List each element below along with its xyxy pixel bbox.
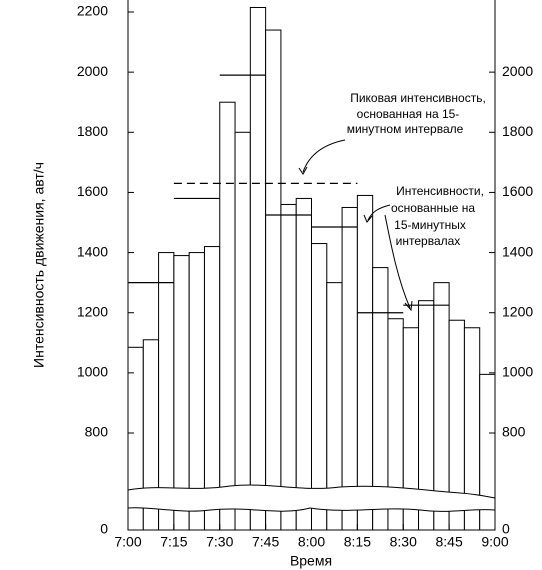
bar (219, 101, 236, 531)
x-tick-label: 8:15 (344, 534, 371, 550)
annotation: Пиковая интенсивность, основанная на 15-… (347, 91, 486, 248)
annotation-line: минутном интервале (347, 122, 464, 136)
annotation-arrows (298, 139, 413, 312)
bar (311, 243, 328, 531)
x-axis-label: Время (290, 553, 332, 569)
axis-break (127, 484, 496, 512)
arrow (367, 204, 391, 221)
annotation-line: 15-минутных (394, 218, 466, 232)
bar (295, 197, 313, 531)
y2-tick-label: 1400 (502, 243, 533, 259)
arrow (302, 139, 346, 173)
x-tick-label: 9:00 (481, 534, 508, 550)
arrow (384, 214, 411, 309)
y-tick-label: 1800 (77, 123, 108, 139)
x-tick-label: 7:15 (160, 534, 187, 550)
x-tick-label: 8:45 (436, 534, 463, 550)
y-tick-label: 800 (85, 424, 109, 440)
bar (341, 206, 358, 531)
bar (265, 29, 282, 531)
plot-marks (127, 6, 496, 531)
y-tick-label: 1600 (77, 183, 108, 199)
y2-tick-label: 1800 (502, 123, 533, 139)
bar (234, 131, 251, 531)
annotation-line: основанные на (391, 201, 475, 215)
y2-tick-label: 2000 (502, 63, 533, 79)
y2-tick-label: 0 (502, 521, 510, 537)
x-tick-label: 7:00 (114, 534, 141, 550)
y-tick-label: 1000 (77, 364, 108, 380)
y-tick-label: 2000 (77, 63, 108, 79)
arrowhead (298, 166, 308, 175)
annotation-line: Интенсивности, (396, 184, 484, 198)
bar (280, 203, 297, 531)
annotation-line: Пиковая интенсивность, (350, 91, 486, 105)
x-tick-label: 7:30 (206, 534, 233, 550)
bar (249, 6, 267, 531)
break-line (127, 507, 496, 512)
annotation-line: основанная на 15- (357, 107, 460, 121)
arrowhead (404, 300, 413, 312)
x-tick-label: 8:30 (390, 534, 417, 550)
y-tick-label: 2200 (77, 3, 108, 19)
y-axis-label: Интенсивность движения, авт/ч (31, 162, 47, 368)
arrowhead (363, 214, 373, 223)
x-tick-label: 8:00 (298, 534, 325, 550)
y2-tick-label: 1000 (502, 364, 533, 380)
break-band (128, 485, 495, 512)
y-tick-label: 0 (100, 521, 108, 537)
bar (356, 194, 374, 531)
annotation-line: интервалах (396, 234, 461, 248)
y2-tick-label: 1200 (502, 303, 533, 319)
x-tick-label: 7:45 (252, 534, 279, 550)
y2-tick-label: 800 (502, 424, 526, 440)
y2-tick-label: 1600 (502, 183, 533, 199)
y-tick-label: 1200 (77, 303, 108, 319)
break-line (127, 484, 496, 499)
y-tick-label: 1400 (77, 243, 108, 259)
